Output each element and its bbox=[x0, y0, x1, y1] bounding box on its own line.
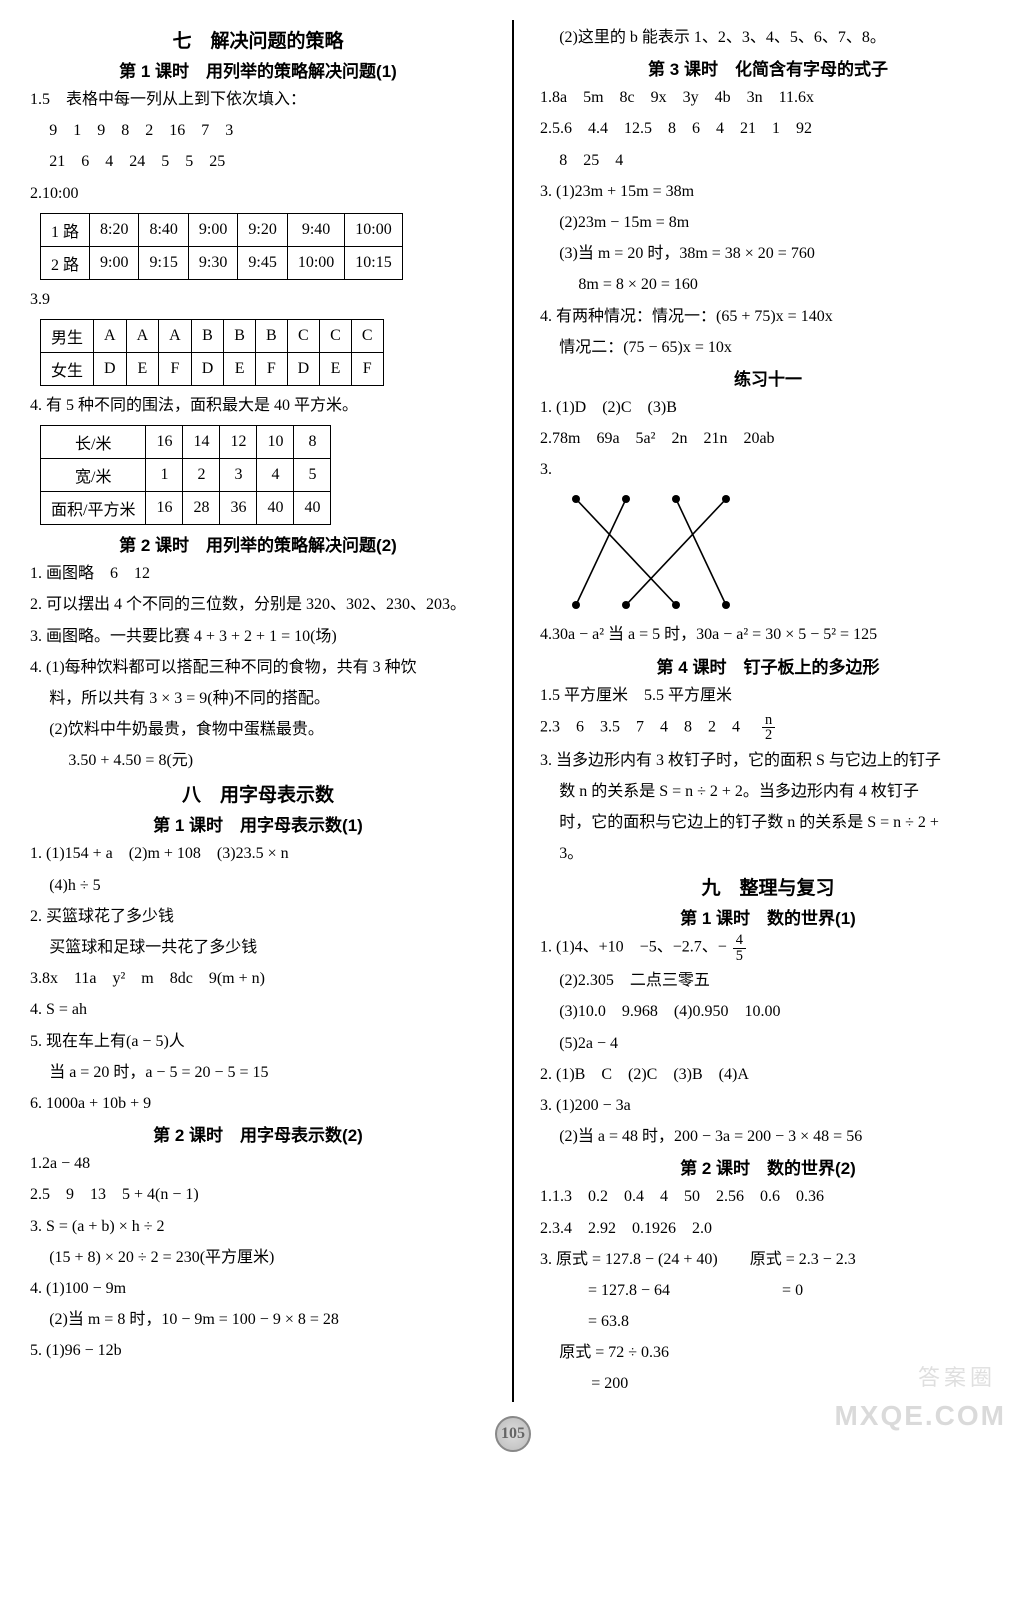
section-9-1-title: 第 1 课时 数的世界(1) bbox=[540, 904, 996, 929]
answer-text: 3. S = (a + b) × h ÷ 2 bbox=[30, 1213, 486, 1240]
table-row: 1 路 8:20 8:40 9:00 9:20 9:40 10:00 bbox=[41, 213, 403, 246]
practice-11-title: 练习十一 bbox=[540, 365, 996, 390]
answer-text: 4.30a − a² 当 a = 5 时，30a − a² = 30 × 5 −… bbox=[540, 621, 996, 648]
answer-fragment: 1. (1)4、+10 −5、−2.7、− bbox=[540, 939, 727, 956]
answer-text: 1.5 平方厘米 5.5 平方厘米 bbox=[540, 682, 996, 709]
answer-text: 2.3.4 2.92 0.1926 2.0 bbox=[540, 1215, 996, 1242]
right-column: (2)这里的 b 能表示 1、2、3、4、5、6、7、8。 第 3 课时 化简含… bbox=[540, 20, 996, 1402]
answer-text: 情况二：(75 − 65)x = 10x bbox=[559, 334, 996, 361]
section-9-2-title: 第 2 课时 数的世界(2) bbox=[540, 1154, 996, 1179]
answer-text: (2)当 a = 48 时，200 − 3a = 200 − 3 × 48 = … bbox=[559, 1123, 996, 1150]
answer-text: 2. 可以摆出 4 个不同的三位数，分别是 320、302、230、203。 bbox=[30, 591, 486, 618]
chapter-9-title: 九 整理与复习 bbox=[540, 873, 996, 900]
answer-text: 8m = 8 × 20 = 160 bbox=[578, 271, 996, 298]
chapter-7-title: 七 解决问题的策略 bbox=[30, 26, 486, 53]
answer-text: (2)2.305 二点三零五 bbox=[559, 967, 996, 994]
answer-text: 2. 买篮球花了多少钱 bbox=[30, 903, 486, 930]
answer-text: 3. (1)23m + 15m = 38m bbox=[540, 178, 996, 205]
answer-text: 21 6 4 24 5 5 25 bbox=[49, 148, 486, 175]
answer-text: 6. 1000a + 10b + 9 bbox=[30, 1090, 486, 1117]
answer-text: (2)当 m = 8 时，10 − 9m = 100 − 9 × 8 = 28 bbox=[49, 1306, 486, 1333]
table-row: 宽/米 1 2 3 4 5 bbox=[41, 459, 331, 492]
answer-text: 时，它的面积与它边上的钉子数 n 的关系是 S = n ÷ 2 + bbox=[559, 809, 996, 836]
answer-text: 8 25 4 bbox=[559, 147, 996, 174]
boy-girl-table: 男生 A A A B B B C C C 女生 D E F D E F D E bbox=[40, 319, 384, 386]
answer-text: 2.10:00 bbox=[30, 180, 486, 207]
answer-text: (4)h ÷ 5 bbox=[49, 872, 486, 899]
area-table: 长/米 16 14 12 10 8 宽/米 1 2 3 4 5 面积/平方米 1… bbox=[40, 425, 331, 525]
fraction: n 2 bbox=[762, 713, 775, 743]
left-column: 七 解决问题的策略 第 1 课时 用列举的策略解决问题(1) 1.5 表格中每一… bbox=[30, 20, 486, 1402]
answer-text: = 127.8 − 64 = 0 bbox=[540, 1277, 996, 1304]
table-row: 男生 A A A B B B C C C bbox=[41, 319, 384, 352]
answer-text: 1. (1)4、+10 −5、−2.7、− 4 5 bbox=[540, 933, 996, 963]
answer-text: 1. 画图略 6 12 bbox=[30, 560, 486, 587]
answer-text: 1.5 表格中每一列从上到下依次填入： bbox=[30, 86, 486, 113]
table-row: 女生 D E F D E F D E F bbox=[41, 352, 384, 385]
matching-diagram bbox=[556, 487, 746, 617]
answer-text: (2)这里的 b 能表示 1、2、3、4、5、6、7、8。 bbox=[559, 24, 996, 51]
answer-text: (15 + 8) × 20 ÷ 2 = 230(平方厘米) bbox=[49, 1244, 486, 1271]
answer-text: 4. 有两种情况：情况一：(65 + 75)x = 140x bbox=[540, 303, 996, 330]
answer-text: 2.5.6 4.4 12.5 8 6 4 21 1 92 bbox=[540, 115, 996, 142]
answer-text: (3)10.0 9.968 (4)0.950 10.00 bbox=[559, 998, 996, 1025]
answer-text: 当 a = 20 时，a − 5 = 20 − 5 = 15 bbox=[49, 1059, 486, 1086]
answer-text: 买篮球和足球一共花了多少钱 bbox=[49, 934, 486, 961]
answer-text: 3.50 + 4.50 = 8(元) bbox=[68, 747, 486, 774]
table-row: 长/米 16 14 12 10 8 bbox=[41, 426, 331, 459]
answer-text: 2.5 9 13 5 + 4(n − 1) bbox=[30, 1181, 486, 1208]
column-divider bbox=[512, 20, 514, 1402]
answer-text: 3.9 bbox=[30, 286, 486, 313]
watermark-en: MXQE.COM bbox=[834, 1400, 1006, 1432]
answer-text: 1. (1)D (2)C (3)B bbox=[540, 394, 996, 421]
table-row: 2 路 9:00 9:15 9:30 9:45 10:00 10:15 bbox=[41, 246, 403, 279]
section-8-4-title: 第 4 课时 钉子板上的多边形 bbox=[540, 653, 996, 678]
answer-text: 4. (1)100 − 9m bbox=[30, 1275, 486, 1302]
answer-text: 1. (1)154 + a (2)m + 108 (3)23.5 × n bbox=[30, 840, 486, 867]
answer-text: 3. 原式 = 127.8 − (24 + 40) 原式 = 2.3 − 2.3 bbox=[540, 1246, 996, 1273]
answer-text: 5. 现在车上有(a − 5)人 bbox=[30, 1028, 486, 1055]
answer-text: 3. (1)200 − 3a bbox=[540, 1092, 996, 1119]
table-row: 面积/平方米 16 28 36 40 40 bbox=[41, 492, 331, 525]
answer-text: (5)2a − 4 bbox=[559, 1030, 996, 1057]
answer-text: 1.1.3 0.2 0.4 4 50 2.56 0.6 0.36 bbox=[540, 1183, 996, 1210]
answer-text: 2.78m 69a 5a² 2n 21n 20ab bbox=[540, 425, 996, 452]
bus-schedule-table: 1 路 8:20 8:40 9:00 9:20 9:40 10:00 2 路 9… bbox=[40, 213, 403, 280]
answer-text: (2)23m − 15m = 8m bbox=[559, 209, 996, 236]
chapter-8-title: 八 用字母表示数 bbox=[30, 780, 486, 807]
answer-text: 2. (1)B C (2)C (3)B (4)A bbox=[540, 1061, 996, 1088]
section-7-1-title: 第 1 课时 用列举的策略解决问题(1) bbox=[30, 57, 486, 82]
answer-text: 5. (1)96 − 12b bbox=[30, 1337, 486, 1364]
section-8-2-title: 第 2 课时 用字母表示数(2) bbox=[30, 1121, 486, 1146]
answer-text: 4. (1)每种饮料都可以搭配三种不同的食物，共有 3 种饮 bbox=[30, 654, 486, 681]
answer-text: 3. 当多边形内有 3 枚钉子时，它的面积 S 与它边上的钉子 bbox=[540, 747, 996, 774]
answer-text: 4. 有 5 种不同的围法，面积最大是 40 平方米。 bbox=[30, 392, 486, 419]
answer-text: (3)当 m = 20 时，38m = 38 × 20 = 760 bbox=[559, 240, 996, 267]
answer-text: 4. S = ah bbox=[30, 996, 486, 1023]
answer-text: 1.2a − 48 bbox=[30, 1150, 486, 1177]
answer-text: 数 n 的关系是 S = n ÷ 2 + 2。当多边形内有 4 枚钉子 bbox=[559, 778, 996, 805]
answer-text: = 63.8 bbox=[540, 1308, 996, 1335]
watermark-cn: 答案圈 bbox=[918, 1360, 996, 1392]
answer-text: 3.8x 11a y² m 8dc 9(m + n) bbox=[30, 965, 486, 992]
answer-text: 1.8a 5m 8c 9x 3y 4b 3n 11.6x bbox=[540, 84, 996, 111]
answer-text: 3. 画图略。一共要比赛 4 + 3 + 2 + 1 = 10(场) bbox=[30, 623, 486, 650]
page-number: 105 bbox=[495, 1416, 531, 1452]
answer-text: (2)饮料中牛奶最贵，食物中蛋糕最贵。 bbox=[49, 716, 486, 743]
section-8-1-title: 第 1 课时 用字母表示数(1) bbox=[30, 811, 486, 836]
fraction: 4 5 bbox=[733, 933, 746, 963]
section-7-2-title: 第 2 课时 用列举的策略解决问题(2) bbox=[30, 531, 486, 556]
section-8-3-title: 第 3 课时 化简含有字母的式子 bbox=[540, 55, 996, 80]
answer-fragment: 2.3 6 3.5 7 4 8 2 4 bbox=[540, 718, 756, 735]
answer-text: 9 1 9 8 2 16 7 3 bbox=[49, 117, 486, 144]
answer-text: 3. bbox=[540, 456, 996, 483]
page: 七 解决问题的策略 第 1 课时 用列举的策略解决问题(1) 1.5 表格中每一… bbox=[30, 20, 996, 1402]
answer-text: 2.3 6 3.5 7 4 8 2 4 n 2 bbox=[540, 713, 996, 743]
answer-text: 料，所以共有 3 × 3 = 9(种)不同的搭配。 bbox=[49, 685, 486, 712]
answer-text: 3。 bbox=[559, 840, 996, 867]
